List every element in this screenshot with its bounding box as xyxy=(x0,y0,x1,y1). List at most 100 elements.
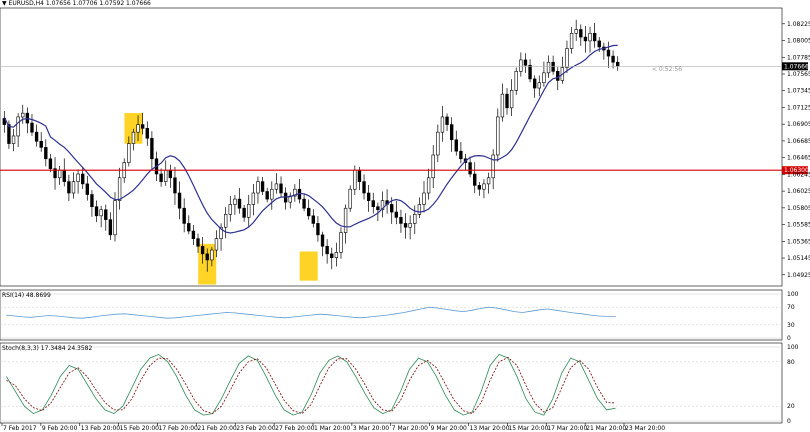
candle-body xyxy=(57,169,62,179)
y-tick-label: 1.06905 xyxy=(787,121,810,128)
x-tick-label: 17 Feb 20:00 xyxy=(159,425,199,432)
candle-body xyxy=(21,112,25,118)
x-tick-label: 9 Feb 20:00 xyxy=(42,425,78,432)
candle-body xyxy=(173,177,177,194)
candle-body xyxy=(270,188,274,200)
candle-body xyxy=(94,206,99,217)
x-tick-label: 15 Feb 20:00 xyxy=(120,425,160,432)
candle-body xyxy=(127,143,131,163)
x-tick-label: 21 Mar 20:00 xyxy=(586,425,626,432)
countdown-label: < 0:52:56 xyxy=(652,66,682,73)
horizontal-lines-group: 1.06300 1.07666 xyxy=(0,62,809,175)
candle-body xyxy=(247,204,251,218)
candle-body xyxy=(274,183,279,190)
candle-body xyxy=(473,173,477,186)
candle-body xyxy=(11,135,16,144)
candle-body xyxy=(136,124,140,133)
candle-body xyxy=(528,64,532,80)
candle-body xyxy=(422,192,426,205)
candle-body xyxy=(251,192,256,205)
level-label: 0 xyxy=(787,418,791,425)
candle-body xyxy=(394,211,399,218)
x-tick-label: 23 Mar 20:00 xyxy=(625,425,665,432)
candle-body xyxy=(177,192,182,209)
candle-body xyxy=(523,59,528,66)
x-tick-label: 7 Feb 2017 xyxy=(3,425,37,432)
candles-group xyxy=(2,19,620,272)
candle-body xyxy=(491,154,495,179)
candle-body xyxy=(546,61,551,74)
indicator-main-line xyxy=(6,306,616,319)
y-tick-label: 1.08225 xyxy=(787,21,810,28)
candle-body xyxy=(140,124,145,129)
candle-body xyxy=(357,169,362,182)
candle-body xyxy=(182,207,186,224)
candle-body xyxy=(551,61,555,72)
y-tick-label: 1.07565 xyxy=(787,71,810,78)
candle-body xyxy=(219,226,223,239)
candle-body xyxy=(71,181,76,194)
candle-body xyxy=(237,198,242,209)
candle-body xyxy=(413,214,417,224)
candle-body xyxy=(505,93,509,109)
x-tick-label: 7 Mar 20:00 xyxy=(392,425,428,432)
candle-body xyxy=(81,173,85,185)
candle-body xyxy=(459,150,463,160)
x-tick-label: 13 Mar 20:00 xyxy=(470,425,510,432)
x-tick-label: 13 Feb 20:00 xyxy=(81,425,121,432)
candle-body xyxy=(343,207,348,233)
candle-body xyxy=(611,55,615,63)
candle-body xyxy=(16,116,20,137)
candle-body xyxy=(565,48,569,68)
candle-body xyxy=(150,137,154,160)
level-label: 20 xyxy=(787,403,795,410)
y-tick-label: 1.07785 xyxy=(787,54,810,61)
candle-body xyxy=(371,200,375,208)
candle-body xyxy=(260,181,265,192)
candle-body xyxy=(408,223,412,228)
rsi-label: RSI(14) 48.8699 xyxy=(2,292,51,299)
candle-body xyxy=(468,162,472,175)
candle-body xyxy=(99,209,103,217)
price-axis: 1.08225 1.08005 1.07785 1.07565 1.07345 1.071… xyxy=(782,21,810,279)
candle-body xyxy=(431,154,435,179)
candle-body xyxy=(574,29,578,34)
current-price-tag xyxy=(782,62,808,71)
level-label: 0 xyxy=(787,335,791,342)
candle-body xyxy=(48,158,53,169)
candle-body xyxy=(376,206,380,211)
candle-body xyxy=(256,181,260,194)
current-price-label: 1.07666 xyxy=(784,63,809,70)
candle-body xyxy=(597,40,601,48)
candle-body xyxy=(339,232,343,253)
candle-body xyxy=(606,49,611,57)
candle-body xyxy=(196,238,200,247)
candle-body xyxy=(265,191,269,200)
dropdown-triangle-icon[interactable]: ▼ xyxy=(2,0,7,7)
candle-body xyxy=(482,183,486,190)
candle-body xyxy=(320,234,325,247)
highlight-box xyxy=(299,251,318,281)
price-pane-frame xyxy=(0,7,783,287)
x-tick-label: 21 Feb 20:00 xyxy=(197,425,237,432)
level-label: 70 xyxy=(787,304,795,311)
candle-body xyxy=(445,116,449,125)
candle-body xyxy=(477,185,482,190)
candle-body xyxy=(519,59,523,72)
y-tick-label: 1.06245 xyxy=(787,171,810,178)
x-tick-label: 17 Mar 20:00 xyxy=(547,425,587,432)
candle-body xyxy=(108,219,113,236)
candle-body xyxy=(537,82,541,89)
candle-body xyxy=(302,198,306,209)
indicator-main-line xyxy=(6,353,616,416)
x-tick-label: 15 Mar 20:00 xyxy=(508,425,548,432)
candle-body xyxy=(293,188,297,197)
candle-body xyxy=(307,207,311,217)
candle-body xyxy=(159,173,163,182)
candle-body xyxy=(532,78,537,89)
rsi-indicator: 100 70 30 0 xyxy=(0,291,799,342)
candle-body xyxy=(403,223,408,228)
candle-body xyxy=(113,200,117,236)
candle-body xyxy=(205,253,209,261)
